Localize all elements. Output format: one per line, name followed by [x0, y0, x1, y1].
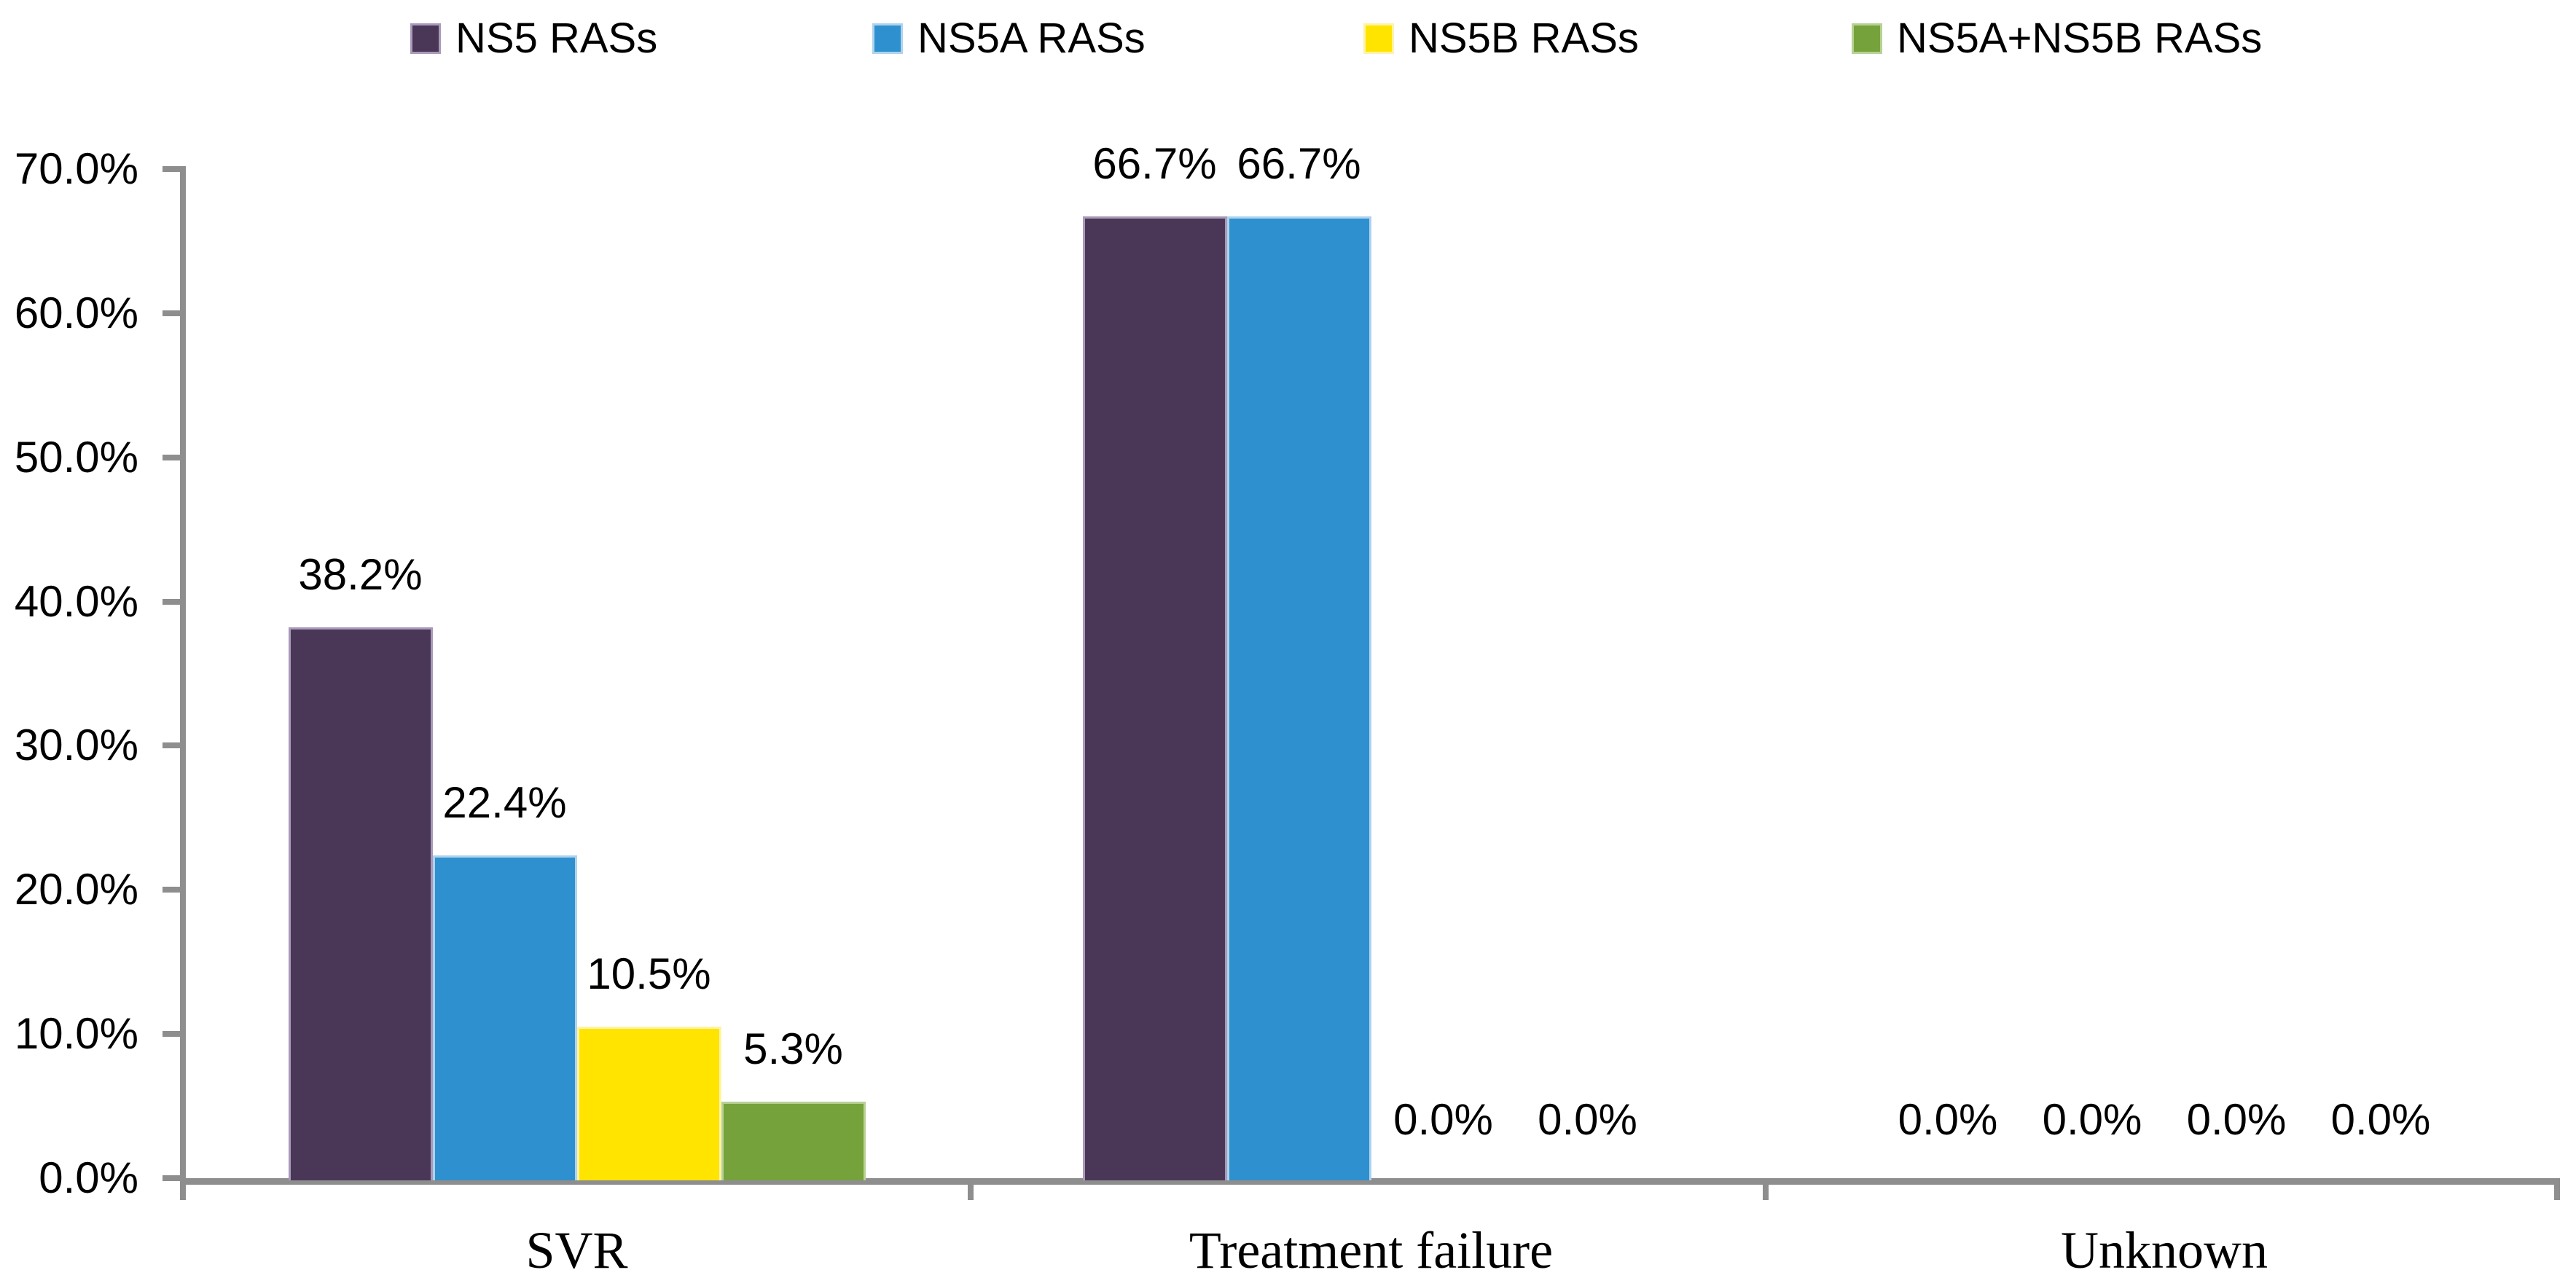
y-axis-tick — [163, 310, 180, 316]
y-axis-tick-label: 70.0% — [14, 144, 138, 193]
bar-value-label: 22.4% — [442, 777, 567, 827]
y-axis-line — [180, 166, 186, 1200]
legend-item: NS5A+NS5B RASs — [1852, 13, 2262, 64]
legend-item: NS5 RASs — [410, 13, 657, 64]
x-axis-line — [180, 1178, 2560, 1185]
y-axis-tick-label: 40.0% — [14, 576, 138, 626]
bar-value-label: 0.0% — [1538, 1095, 1637, 1144]
x-axis-tick — [968, 1178, 974, 1200]
y-axis-tick — [163, 887, 180, 893]
y-axis-tick-label: 60.0% — [14, 288, 138, 337]
bar-value-label: 10.5% — [587, 949, 711, 999]
y-axis-tick-label: 20.0% — [14, 865, 138, 914]
bar-value-label: 66.7% — [1092, 139, 1217, 189]
bar — [288, 627, 433, 1180]
bar-value-label: 0.0% — [1393, 1095, 1493, 1144]
legend-series-label: NS5 RASs — [455, 15, 658, 62]
bar — [1226, 216, 1371, 1180]
y-axis-tick — [163, 598, 180, 605]
legend-swatch-icon — [872, 23, 903, 54]
legend-item: NS5A RASs — [872, 13, 1146, 64]
x-axis-category-label: SVR — [525, 1221, 628, 1279]
bar — [432, 855, 577, 1180]
y-axis-tick — [163, 1175, 180, 1181]
bar — [1082, 216, 1227, 1180]
bar — [576, 1027, 721, 1180]
bar-value-label: 38.2% — [298, 550, 423, 600]
legend-series-label: NS5B RASs — [1409, 15, 1639, 62]
y-axis-tick-label: 50.0% — [14, 432, 138, 482]
bar-value-label: 0.0% — [2042, 1095, 2142, 1144]
x-axis-category-label: Unknown — [2061, 1221, 2268, 1279]
legend-swatch-icon — [410, 23, 441, 54]
y-axis-tick-label: 30.0% — [14, 721, 138, 770]
legend-swatch-icon — [1363, 23, 1394, 54]
bar — [721, 1102, 866, 1180]
x-axis-tick — [2554, 1178, 2560, 1200]
y-axis-tick — [163, 1031, 180, 1038]
bar-value-label: 0.0% — [2186, 1095, 2287, 1144]
x-axis-category-label: Treatment failure — [1189, 1221, 1554, 1279]
legend-series-label: NS5A RASs — [917, 15, 1146, 62]
bar-value-label: 5.3% — [743, 1024, 843, 1074]
bar-value-label: 66.7% — [1237, 139, 1361, 189]
y-axis-tick-label: 10.0% — [14, 1009, 138, 1059]
y-axis-tick — [163, 166, 180, 172]
legend-series-label: NS5A+NS5B RASs — [1897, 15, 2263, 62]
y-axis-tick-label: 0.0% — [39, 1153, 138, 1202]
y-axis-tick — [163, 742, 180, 749]
legend-item: NS5B RASs — [1363, 13, 1639, 64]
y-axis-tick — [163, 454, 180, 460]
legend-swatch-icon — [1852, 23, 1882, 54]
x-axis-tick — [1763, 1178, 1769, 1200]
bar-value-label: 0.0% — [1898, 1095, 1998, 1144]
bar-value-label: 0.0% — [2330, 1095, 2431, 1144]
